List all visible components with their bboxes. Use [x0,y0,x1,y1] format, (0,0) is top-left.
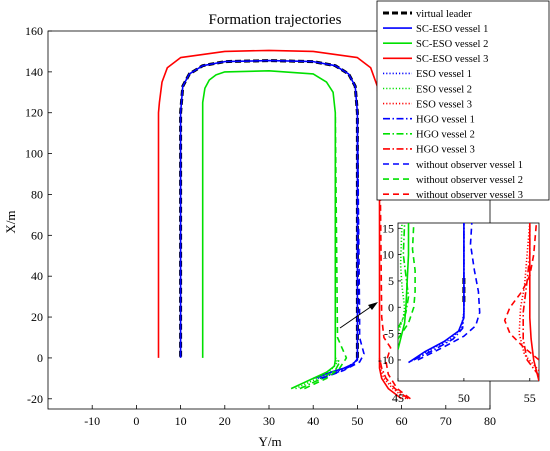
legend-item-eso-vessel-2: ESO vessel 2 [383,84,472,95]
inset-x-ticks: 45 50 55 [392,378,536,405]
legend-item-virtual-leader: virtual leader [383,9,472,20]
legend-label: HGO vessel 1 [416,115,475,126]
inset-y-tick-label: 5 [388,274,394,288]
inset-series-line-eso-vessel-2 [398,223,406,334]
inset-series-line-without-observer-vessel-1 [417,223,481,361]
x-axis-label: Y/m [258,434,281,449]
legend-item-eso-vessel-1: ESO vessel 1 [383,69,472,80]
legend: virtual leader SC-ESO vessel 1 SC-ESO vess… [376,0,550,201]
legend-label: HGO vessel 3 [416,145,475,156]
series-line-sc-eso-vessel-2 [201,70,337,390]
series-line-without-observer-vessel-1 [321,112,365,380]
x-tick-label: 80 [484,414,496,428]
inset-y-tick-label: 15 [382,221,394,235]
series-line-without-observer-vessel-2 [304,112,348,390]
legend-item-hgo-vessel-1: HGO vessel 1 [383,115,475,126]
series-line-sc-eso-vessel-3 [157,49,403,400]
y-tick-label: 160 [25,24,43,38]
x-tick-label: 30 [263,414,275,428]
x-tick-label: -10 [84,414,100,428]
chart-title: Formation trajectories [209,12,342,28]
inset-series-line-hgo-vessel-3 [522,223,539,377]
zoom-inset: 45 50 55 -10 -5 0 5 10 15 [378,221,540,405]
legend-item-hgo-vessel-2: HGO vessel 2 [383,130,475,141]
y-axis-label: X/m [3,210,18,233]
zoom-arrow [339,302,378,329]
y-tick-label: 80 [31,187,43,201]
inset-y-tick-label: -5 [384,327,394,341]
y-tick-label: 20 [31,310,43,324]
inset-series-line-without-observer-vessel-2 [398,223,416,340]
y-tick-label: -20 [27,392,43,406]
main-y-ticks: -20 0 20 40 60 80 100 120 140 160 [25,24,52,406]
inset-series-line-sc-eso-vessel-2 [398,223,410,350]
legend-box [376,0,550,201]
legend-item-sc-eso-vessel-1: SC-ESO vessel 1 [383,24,488,35]
main-series-lines [157,49,411,400]
legend-label: without observer vessel 1 [416,160,523,171]
x-tick-label: 50 [351,414,363,428]
y-tick-label: 140 [25,65,43,79]
inset-series-lines [398,223,539,381]
y-tick-label: 0 [37,351,43,365]
legend-label: ESO vessel 1 [416,69,472,80]
x-tick-label: 0 [133,414,139,428]
legend-label: SC-ESO vessel 2 [416,39,488,50]
legend-label: without observer vessel 2 [416,175,523,186]
inset-y-tick-label: 0 [388,300,394,314]
legend-item-without-observer-vessel-1: without observer vessel 1 [383,160,523,171]
inset-x-tick-label: 50 [458,391,470,405]
inset-x-tick-label: 55 [524,391,536,405]
inset-series-line-hgo-vessel-1 [413,223,465,361]
legend-item-eso-vessel-3: ESO vessel 3 [383,99,472,110]
legend-label: ESO vessel 3 [416,99,472,110]
legend-item-without-observer-vessel-3: without observer vessel 3 [383,190,523,201]
legend-label: SC-ESO vessel 1 [416,24,488,35]
inset-y-tick-label: 10 [382,248,394,262]
series-line-sc-eso-vessel-1 [179,59,359,380]
inset-y-tick-label: -10 [378,353,394,367]
series-line-eso-vessel-2 [295,357,339,390]
y-tick-label: 120 [25,106,43,120]
inset-x-tick-label: 45 [392,391,404,405]
series-line-without-observer-vessel-3 [378,112,411,400]
inset-series-line-sc-eso-vessel-3 [528,223,539,381]
legend-label: SC-ESO vessel 3 [416,54,488,65]
series-line-hgo-vessel-3 [378,357,409,400]
series-line-hgo-vessel-2 [299,357,341,390]
legend-label: virtual leader [416,9,472,20]
main-x-ticks: -10 0 10 20 30 40 50 60 70 80 [84,405,496,428]
inset-y-ticks: -10 -5 0 5 10 15 [378,221,401,367]
y-tick-label: 100 [25,147,43,161]
x-tick-label: 40 [307,414,319,428]
legend-label: HGO vessel 2 [416,130,475,141]
x-tick-label: 70 [440,414,452,428]
x-tick-label: 10 [175,414,187,428]
inset-series-line-hgo-vessel-2 [398,223,410,329]
legend-label: without observer vessel 3 [416,190,523,201]
x-tick-label: 60 [396,414,408,428]
inset-series-line-eso-vessel-3 [518,223,539,372]
x-tick-label: 20 [219,414,231,428]
legend-item-sc-eso-vessel-2: SC-ESO vessel 2 [383,39,488,50]
y-tick-label: 60 [31,228,43,242]
legend-item-hgo-vessel-3: HGO vessel 3 [383,145,475,156]
legend-item-without-observer-vessel-2: without observer vessel 2 [383,175,523,186]
legend-item-sc-eso-vessel-3: SC-ESO vessel 3 [383,54,488,65]
legend-label: ESO vessel 2 [416,84,472,95]
y-tick-label: 40 [31,269,43,283]
